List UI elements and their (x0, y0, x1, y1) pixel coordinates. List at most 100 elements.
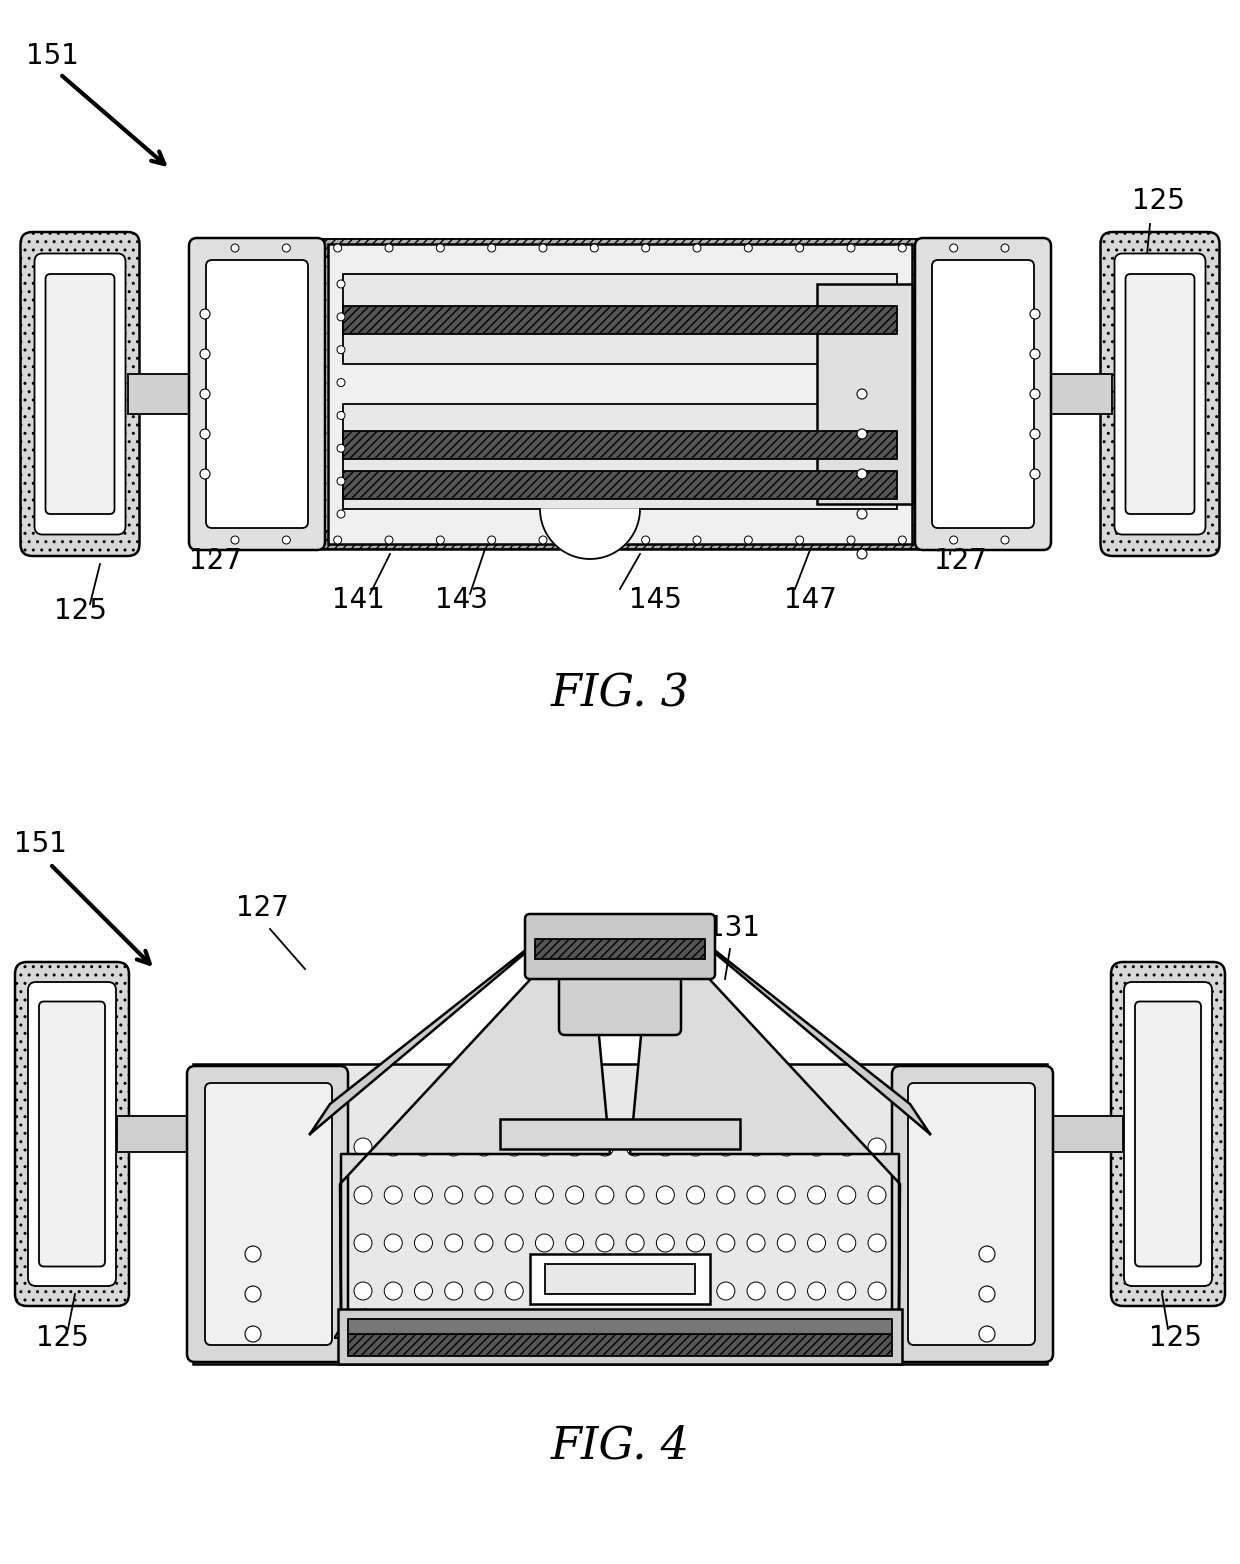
Text: 143: 143 (435, 586, 489, 615)
Text: 133: 133 (562, 924, 615, 952)
Circle shape (384, 1329, 402, 1348)
Circle shape (475, 1282, 494, 1300)
Circle shape (590, 244, 599, 252)
Circle shape (777, 1186, 795, 1204)
Circle shape (744, 244, 753, 252)
FancyBboxPatch shape (908, 1082, 1035, 1345)
FancyBboxPatch shape (38, 1001, 105, 1267)
Bar (817, 285, 911, 504)
Bar (343, 307, 897, 335)
Text: 131: 131 (707, 913, 759, 942)
Circle shape (807, 1139, 826, 1156)
Circle shape (1030, 310, 1040, 319)
Circle shape (1030, 389, 1040, 399)
Circle shape (384, 1234, 402, 1253)
Circle shape (414, 1186, 433, 1204)
Circle shape (353, 1186, 372, 1204)
Circle shape (337, 411, 345, 419)
FancyBboxPatch shape (1135, 1001, 1202, 1267)
Circle shape (505, 1139, 523, 1156)
Circle shape (693, 244, 701, 252)
Circle shape (626, 1139, 644, 1156)
Circle shape (337, 477, 345, 485)
Bar (195, 532, 1045, 549)
Bar (128, 374, 228, 414)
Circle shape (283, 536, 290, 544)
Bar (329, 244, 911, 544)
Circle shape (687, 1139, 704, 1156)
Circle shape (200, 389, 210, 399)
Circle shape (590, 536, 599, 544)
Circle shape (445, 1329, 463, 1348)
Bar (500, 1118, 740, 1150)
Circle shape (505, 1329, 523, 1348)
Polygon shape (539, 508, 640, 558)
Bar (339, 1309, 901, 1364)
FancyBboxPatch shape (892, 1067, 1053, 1362)
Circle shape (980, 1286, 994, 1301)
Circle shape (777, 1139, 795, 1156)
Circle shape (777, 1234, 795, 1253)
Text: 151: 151 (14, 830, 67, 859)
Circle shape (1001, 536, 1009, 544)
Circle shape (246, 1286, 260, 1301)
Circle shape (353, 1139, 372, 1156)
Circle shape (746, 1234, 765, 1253)
Text: 127: 127 (236, 895, 289, 923)
Circle shape (777, 1329, 795, 1348)
Circle shape (687, 1186, 704, 1204)
Text: 145: 145 (629, 586, 682, 615)
Text: 141: 141 (331, 586, 384, 615)
Circle shape (796, 244, 804, 252)
FancyBboxPatch shape (1126, 274, 1194, 515)
Circle shape (337, 313, 345, 321)
Circle shape (847, 244, 856, 252)
Circle shape (744, 536, 753, 544)
Circle shape (1001, 244, 1009, 252)
Circle shape (857, 429, 867, 439)
Circle shape (626, 1234, 644, 1253)
Circle shape (857, 549, 867, 558)
Bar (534, 938, 706, 959)
Circle shape (950, 536, 957, 544)
Text: 125: 125 (53, 597, 107, 626)
Bar (1028, 1117, 1123, 1153)
Circle shape (626, 1329, 644, 1348)
Circle shape (414, 1234, 433, 1253)
Text: 125: 125 (36, 1325, 88, 1351)
Circle shape (565, 1282, 584, 1300)
Bar (348, 1334, 892, 1356)
Circle shape (353, 1234, 372, 1253)
Circle shape (505, 1234, 523, 1253)
Circle shape (200, 310, 210, 319)
FancyBboxPatch shape (525, 913, 715, 979)
Circle shape (565, 1186, 584, 1204)
Circle shape (246, 1326, 260, 1342)
FancyBboxPatch shape (205, 1082, 332, 1345)
Circle shape (200, 349, 210, 360)
Circle shape (950, 244, 957, 252)
Circle shape (807, 1329, 826, 1348)
Text: FIG. 4: FIG. 4 (551, 1425, 689, 1467)
Circle shape (838, 1282, 856, 1300)
Circle shape (536, 1139, 553, 1156)
Text: FIG. 3: FIG. 3 (551, 673, 689, 716)
Bar (343, 471, 897, 499)
Circle shape (596, 1186, 614, 1204)
Text: 151: 151 (26, 42, 78, 70)
Circle shape (337, 510, 345, 518)
Circle shape (687, 1234, 704, 1253)
Circle shape (334, 536, 342, 544)
Circle shape (596, 1139, 614, 1156)
Text: 129: 129 (641, 920, 694, 948)
Circle shape (539, 536, 547, 544)
Bar (343, 274, 897, 364)
FancyBboxPatch shape (188, 238, 325, 551)
Circle shape (565, 1329, 584, 1348)
Circle shape (656, 1186, 675, 1204)
Circle shape (565, 1139, 584, 1156)
Circle shape (746, 1139, 765, 1156)
Circle shape (641, 244, 650, 252)
Circle shape (898, 536, 906, 544)
Circle shape (777, 1282, 795, 1300)
